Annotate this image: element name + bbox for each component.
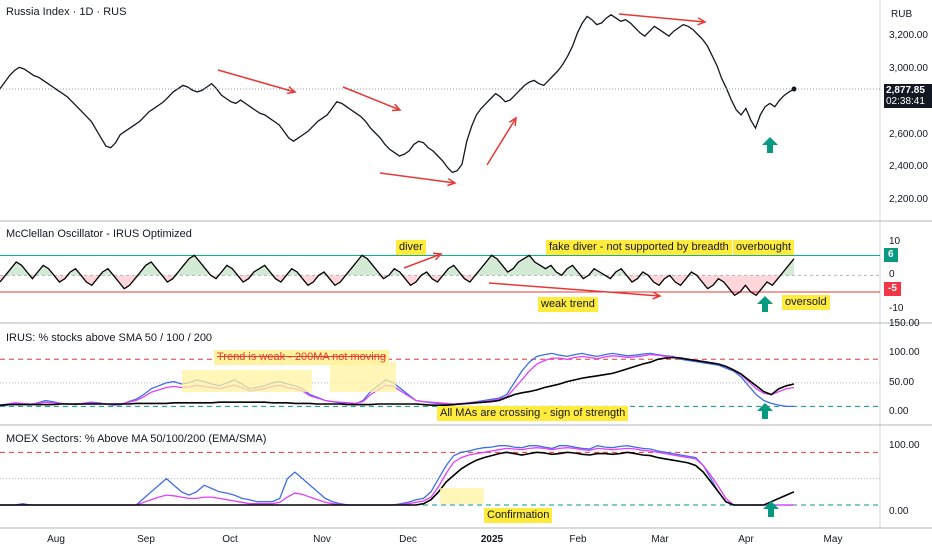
oscillator-positive-fill xyxy=(0,255,794,276)
trend-arrow-head xyxy=(286,86,297,95)
oscillator-arrow xyxy=(488,282,661,297)
irus-blue-series xyxy=(0,352,794,408)
trend-arrow-head xyxy=(447,177,457,187)
price-y-tick: 3,000.00 xyxy=(889,62,928,74)
oscillator-negative-fill xyxy=(0,275,794,296)
irus-black-series xyxy=(0,356,795,406)
price-y-tick: 2,400.00 xyxy=(889,161,928,173)
trend-arrow-head xyxy=(508,116,517,127)
oscillator-arrow-head xyxy=(432,252,443,261)
lower-level-badge: -5 xyxy=(884,282,901,296)
oscillator-y-tick: 10 xyxy=(889,236,901,247)
x-axis-tick: Feb xyxy=(569,534,587,545)
highlight-box xyxy=(440,488,484,504)
last-price-badge: 2,877.85 02:38:41 xyxy=(884,84,932,108)
upper-level-badge: 6 xyxy=(884,248,898,262)
oscillator-line xyxy=(0,254,795,297)
last-price-dot xyxy=(791,86,797,92)
annotation-diver[interactable]: diver xyxy=(396,240,426,255)
last-price-value: 2,877.85 xyxy=(886,85,925,96)
price-pane-title: Russia Index · 1D · RUS xyxy=(6,6,127,18)
trend-arrow-head xyxy=(391,103,402,112)
irus-pane-title: IRUS: % stocks above SMA 50 / 100 / 200 xyxy=(6,332,213,344)
x-axis-tick: Aug xyxy=(47,534,65,545)
countdown-timer: 02:38:41 xyxy=(886,96,925,107)
trend-arrow xyxy=(379,172,456,184)
up-arrow-icon xyxy=(757,403,773,419)
irus-y-tick: 50.00 xyxy=(889,376,915,388)
x-axis-tick: Sep xyxy=(137,534,155,545)
x-axis-tick: Nov xyxy=(313,534,331,545)
moex-y-tick: 100.00 xyxy=(889,439,920,451)
price-y-tick: 2,600.00 xyxy=(889,128,928,140)
annotation-all-mas[interactable]: All MAs are crossing - sign of strength xyxy=(437,406,629,421)
oscillator-y-tick: -10 xyxy=(889,302,904,314)
trend-arrow xyxy=(217,69,296,93)
price-y-tick: 2,200.00 xyxy=(889,194,928,206)
trend-arrow xyxy=(486,117,517,166)
highlight-box xyxy=(330,362,396,392)
x-axis-tick: Apr xyxy=(738,534,754,545)
x-axis-tick: Dec xyxy=(399,534,417,545)
moex-blue-series xyxy=(0,445,794,506)
oscillator-arrow xyxy=(403,253,442,269)
irus-y-tick: 150.00 xyxy=(889,318,920,329)
moex-y-tick: 0.00 xyxy=(889,505,909,517)
oscillator-y-tick: 0 xyxy=(889,269,895,281)
currency-label: RUB xyxy=(891,9,913,20)
annotation-oversold[interactable]: oversold xyxy=(782,295,830,310)
trend-arrow-head xyxy=(697,17,707,26)
price-y-tick: 3,200.00 xyxy=(889,30,928,42)
moex-black-series xyxy=(0,451,795,506)
irus-y-tick: 100.00 xyxy=(889,347,920,359)
x-axis-tick: Mar xyxy=(651,534,669,545)
annotation-trend-weak[interactable]: Trend is weak - 200MA not moving xyxy=(214,350,389,365)
up-arrow-icon xyxy=(757,296,773,312)
up-arrow-icon xyxy=(762,137,778,153)
trend-arrow xyxy=(618,13,706,23)
moex-pane-title: MOEX Sectors: % Above MA 50/100/200 (EMA… xyxy=(6,433,267,445)
annotation-overbought[interactable]: overbought xyxy=(733,240,795,255)
irus-magenta-series xyxy=(0,353,795,406)
moex-magenta-series xyxy=(0,447,794,506)
annotation-confirmation[interactable]: Confirmation xyxy=(484,508,553,523)
irus-y-tick: 0.00 xyxy=(889,406,909,418)
highlight-box xyxy=(182,370,312,392)
x-axis-tick: 2025 xyxy=(480,534,504,545)
price-series-line xyxy=(0,14,795,174)
mcclellan-pane-title: McClellan Oscillator - IRUS Optimized xyxy=(6,228,192,240)
up-arrow-icon xyxy=(763,501,779,517)
oscillator-arrow-head xyxy=(652,291,662,300)
x-axis-tick: Oct xyxy=(222,534,238,545)
annotation-weak-trend[interactable]: weak trend xyxy=(538,297,598,312)
trend-arrow xyxy=(342,86,401,111)
annotation-fake-diver[interactable]: fake diver - not supported by breadth xyxy=(546,240,732,255)
x-axis-tick: May xyxy=(823,534,843,545)
